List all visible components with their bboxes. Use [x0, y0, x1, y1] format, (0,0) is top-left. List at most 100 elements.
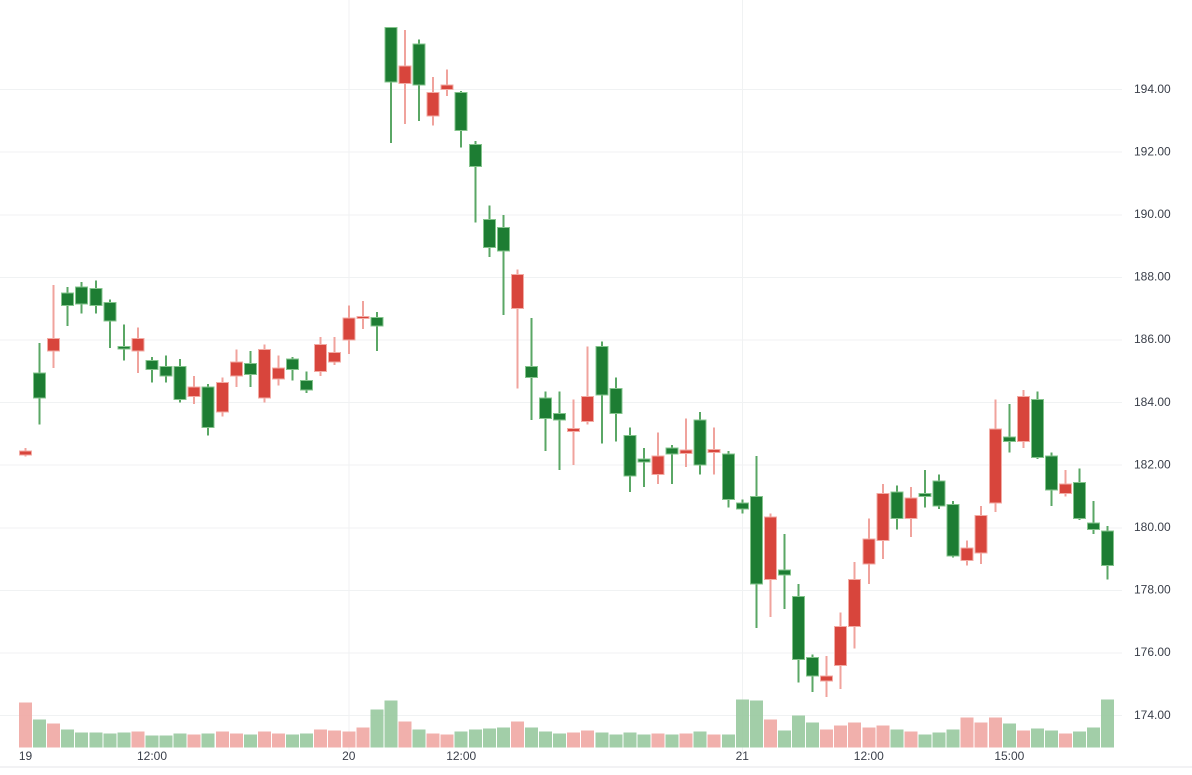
candle-body [707, 449, 721, 454]
candle-wick [474, 141, 477, 223]
candle-body [1016, 395, 1030, 443]
candle-wick [389, 27, 392, 143]
volume-bar [159, 735, 173, 748]
candle-wick [642, 447, 645, 488]
candle-wick [361, 300, 364, 330]
volume-bar [215, 731, 229, 748]
candle-body [468, 143, 482, 167]
volume-bar [510, 721, 524, 748]
candle-wick [66, 286, 69, 326]
volume-bar [890, 729, 904, 748]
volume-bar [131, 731, 145, 748]
volume-bar [862, 727, 876, 748]
volume-bar [342, 731, 356, 748]
volume-bar [665, 734, 679, 748]
volume-bar [257, 731, 271, 748]
candle-body [960, 547, 974, 562]
candles-layer [19, 27, 1115, 697]
candle-body [131, 337, 145, 352]
candle-body [173, 366, 187, 400]
candle-body [342, 317, 356, 341]
candle-body [932, 480, 946, 507]
volume-bar [651, 733, 665, 748]
candle-body [412, 43, 426, 86]
volume-bar [595, 732, 609, 748]
volume-bar [201, 733, 215, 748]
time-axis-label: 15:00 [994, 749, 1024, 763]
volume-bar [370, 709, 384, 748]
volume-bar [609, 734, 623, 748]
candle-body [398, 65, 412, 84]
volume-bar [820, 729, 834, 748]
candle-wick [558, 391, 561, 470]
volume-bar [33, 719, 47, 748]
candle-body [314, 344, 328, 372]
volume-bar [848, 722, 862, 748]
candle-body [19, 450, 32, 456]
candle-body [848, 578, 862, 627]
time-axis-label: 12:00 [854, 749, 884, 763]
candle-wick [544, 391, 547, 452]
volume-bar [1045, 730, 1059, 748]
candle-body [665, 447, 679, 455]
candle-wick [586, 346, 589, 425]
candle-wick [108, 299, 111, 348]
volume-bar [75, 732, 89, 748]
price-axis-label: 184.00 [1134, 395, 1171, 409]
volume-bar [496, 727, 510, 748]
time-axis[interactable]: 19 12:00 20 12:00 21 12:00 15:00 [19, 749, 1025, 763]
volume-bar [918, 734, 932, 748]
candle-wick [122, 324, 125, 361]
candle-body [215, 381, 229, 413]
volume-bar [539, 731, 553, 748]
candle-body [510, 273, 524, 310]
volume-bar [777, 730, 791, 748]
candle-body [454, 92, 468, 131]
volume-bar [679, 733, 693, 748]
candle-body [567, 428, 581, 433]
time-axis-label: 20 [342, 749, 356, 763]
price-axis[interactable]: 194.00 192.00 190.00 188.00 186.00 184.00 182.… [1134, 82, 1171, 722]
volume-bar [314, 729, 328, 748]
candle-body [834, 625, 848, 667]
volume-bar [1002, 723, 1016, 748]
volume-bar [271, 733, 285, 748]
candle-body [384, 27, 398, 83]
price-axis-label: 194.00 [1134, 82, 1171, 96]
candle-wick [446, 69, 449, 96]
candle-body [581, 395, 595, 422]
volume-bar [637, 734, 651, 748]
volume-bar [384, 700, 398, 748]
candle-body [1087, 522, 1101, 530]
time-axis-label: 21 [736, 749, 750, 763]
candle-body [201, 386, 215, 429]
candle-body [792, 596, 806, 660]
volume-bar [286, 734, 300, 748]
volume-bar [229, 733, 243, 748]
candle-body [595, 345, 609, 396]
candle-body [103, 301, 117, 322]
candle-wick [52, 285, 55, 369]
candle-body [539, 397, 553, 419]
candle-body [159, 366, 173, 377]
volume-bar [61, 729, 75, 748]
candle-body [1030, 398, 1044, 458]
volume-bar [187, 734, 201, 748]
candle-body [61, 292, 75, 307]
candle-body [806, 657, 820, 677]
candle-wick [1008, 404, 1011, 453]
candle-body [862, 538, 876, 565]
volume-bar [904, 731, 918, 748]
volume-bar [735, 699, 749, 748]
volume-bar [721, 734, 735, 748]
candle-body [47, 337, 61, 352]
volume-bar [300, 733, 314, 748]
candle-body [243, 362, 257, 375]
candle-body [553, 413, 567, 421]
candle-body [1059, 483, 1073, 494]
volume-bar [426, 733, 440, 748]
time-axis-label: 12:00 [446, 749, 476, 763]
volume-bar [145, 735, 159, 748]
